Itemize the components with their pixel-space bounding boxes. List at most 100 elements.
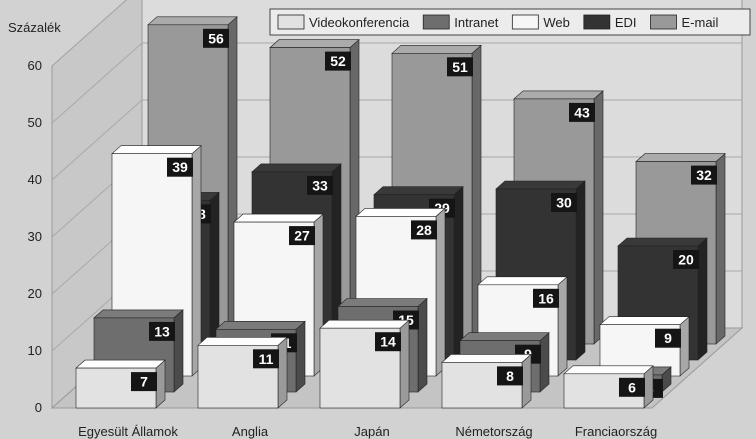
data-label-box — [655, 328, 681, 348]
y-tick-label: 50 — [28, 115, 42, 130]
bar-side — [575, 180, 586, 361]
data-label-box — [497, 366, 523, 386]
bar-top — [477, 276, 568, 286]
y-axis-label: Százalék — [8, 20, 61, 35]
bar-side — [697, 237, 708, 361]
data-label: 33 — [312, 177, 328, 193]
data-label: 52 — [330, 53, 346, 69]
data-label-box — [307, 175, 333, 195]
y-tick-label: 0 — [35, 400, 42, 415]
bar-side — [521, 353, 532, 409]
gridline — [51, 0, 128, 67]
bar: 6 — [563, 365, 654, 409]
data-label: 32 — [696, 167, 712, 183]
bar: 11 — [197, 336, 288, 409]
data-label-box — [167, 157, 193, 177]
x-tick-label: Németország — [455, 424, 532, 439]
data-label-box — [551, 193, 577, 212]
legend-swatch — [511, 14, 539, 30]
bar: 14 — [319, 319, 410, 409]
bar-top — [251, 163, 342, 173]
legend: Videokonferencia Intranet Web EDI E-mail — [269, 8, 751, 36]
bar-top — [319, 319, 410, 329]
legend-item: E-mail — [650, 14, 719, 30]
data-label: 27 — [294, 228, 310, 244]
bar-top — [441, 354, 532, 363]
bar-top — [373, 186, 464, 195]
data-label-box — [375, 332, 401, 352]
data-label: 14 — [380, 334, 396, 350]
legend-swatch — [650, 14, 677, 30]
data-label: 7 — [140, 374, 148, 390]
legend-swatch — [422, 14, 450, 30]
bar-top — [337, 298, 428, 307]
legend-label: EDI — [615, 15, 637, 30]
legend-label: Intranet — [454, 15, 498, 30]
data-label-box — [691, 165, 717, 185]
bar-side — [399, 319, 410, 409]
data-label-box — [131, 372, 157, 392]
data-label: 16 — [538, 290, 554, 306]
legend-item: Intranet — [422, 14, 499, 30]
data-label-box — [203, 28, 229, 48]
bar-top — [513, 90, 604, 100]
bar-top — [617, 237, 708, 247]
bar-top — [147, 16, 238, 26]
bar-side — [679, 316, 690, 377]
bar-top — [93, 309, 184, 319]
bar-top — [197, 336, 288, 346]
data-label: 6 — [628, 379, 636, 395]
x-axis: Egyesült Államok Anglia Japán Németország Fr… — [78, 424, 657, 439]
legend-label: Videokonferencia — [309, 15, 410, 30]
legend-swatch — [583, 14, 611, 30]
bar-side — [715, 152, 726, 345]
data-label-box — [253, 349, 279, 369]
y-axis: Százalék 0 10 20 30 40 50 60 — [8, 20, 61, 415]
data-label-box — [447, 57, 473, 77]
x-tick-label: Franciaország — [575, 424, 657, 439]
bar-side — [557, 276, 568, 377]
bar-top — [233, 213, 324, 223]
data-label: 8 — [506, 368, 514, 384]
data-label: 51 — [452, 59, 468, 75]
data-label-box — [673, 250, 699, 269]
y-tick-label: 20 — [28, 286, 42, 301]
bar-top — [495, 180, 586, 190]
legend-item: EDI — [583, 14, 637, 30]
data-label-box — [149, 321, 175, 341]
bar-side — [539, 332, 550, 393]
data-label-box — [325, 51, 351, 71]
data-label: 39 — [172, 159, 188, 175]
data-label-box — [569, 102, 595, 122]
y-tick-label: 60 — [28, 58, 42, 73]
bar-side — [435, 207, 446, 377]
bar-top — [75, 359, 166, 369]
data-label: 11 — [259, 351, 274, 367]
bar-top — [269, 39, 360, 48]
bar-top — [355, 208, 446, 217]
bar-top — [111, 145, 202, 154]
data-label-box — [411, 220, 437, 240]
data-label-box — [619, 377, 645, 397]
legend-label: Web — [543, 15, 570, 30]
legend-label: E-mail — [682, 15, 719, 30]
bar-top — [459, 332, 550, 342]
x-tick-label: Japán — [354, 424, 389, 439]
data-label-box — [533, 288, 559, 308]
data-label: 30 — [556, 195, 572, 211]
bar-top — [635, 153, 726, 162]
y-tick-label: 10 — [28, 343, 42, 358]
bar: 7 — [75, 359, 166, 409]
y-tick-label: 40 — [28, 172, 42, 187]
bar-top — [391, 44, 482, 54]
bar-top — [215, 320, 306, 330]
gridline — [51, 42, 742, 124]
x-tick-label: Anglia — [232, 424, 269, 439]
data-label: 20 — [678, 252, 694, 268]
bar-side — [173, 309, 184, 393]
data-label: 43 — [574, 104, 590, 120]
legend-item: Videokonferencia — [277, 14, 410, 30]
bar: 8 — [441, 353, 532, 409]
bar-top — [563, 365, 654, 375]
